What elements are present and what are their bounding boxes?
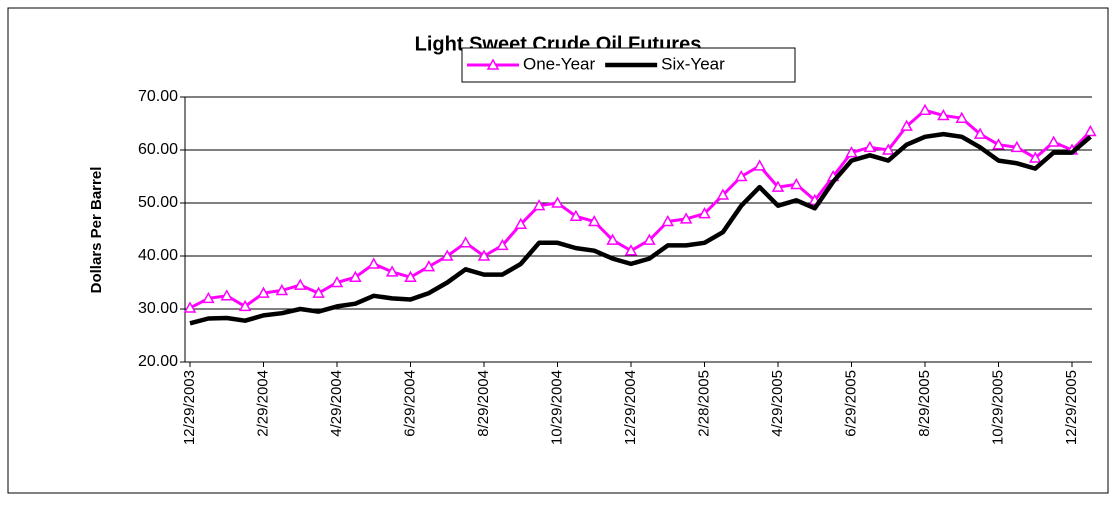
data-point (1084, 124, 1097, 137)
x-tick-label: 4/29/2005 (769, 370, 786, 437)
data-point (753, 159, 766, 171)
data-point (734, 169, 748, 182)
x-tick-label: 2/29/2004 (254, 370, 271, 437)
x-tick-label: 8/29/2004 (475, 370, 492, 437)
data-point (973, 127, 987, 139)
data-point (1010, 140, 1024, 153)
data-point (202, 291, 215, 304)
data-point (496, 238, 509, 251)
x-tick-label: 10/29/2005 (989, 370, 1006, 445)
data-point (1028, 151, 1042, 163)
plot-area (185, 97, 1092, 362)
x-tick-label: 12/29/2004 (622, 370, 639, 445)
x-tick-label: 10/29/2004 (548, 370, 565, 445)
data-point (955, 111, 969, 123)
y-tick-label: 40.00 (138, 247, 178, 264)
data-point (293, 278, 307, 290)
data-point (587, 215, 601, 227)
x-tick-label: 4/29/2004 (328, 370, 345, 437)
data-point (661, 215, 675, 227)
data-point (440, 249, 454, 261)
data-point (385, 265, 399, 277)
data-point (698, 207, 711, 219)
data-point (790, 177, 803, 190)
data-point (257, 286, 270, 298)
data-point (477, 249, 491, 261)
data-point (459, 236, 472, 248)
y-tick-label: 70.00 (138, 88, 178, 105)
data-point (312, 286, 325, 298)
y-tick-label: 20.00 (138, 353, 178, 370)
data-point (992, 138, 1005, 150)
x-tick-label: 6/29/2004 (401, 370, 418, 437)
legend-marker (486, 58, 500, 70)
data-point (532, 199, 546, 211)
y-tick-label: 30.00 (138, 300, 178, 317)
data-point (367, 257, 381, 269)
legend-label: One-Year (523, 54, 595, 73)
data-point (771, 180, 785, 192)
data-point (606, 233, 619, 245)
y-tick-label: 60.00 (138, 141, 178, 158)
data-point (643, 233, 656, 245)
data-point (422, 260, 436, 272)
data-point (918, 103, 932, 115)
x-tick-label: 2/28/2005 (695, 370, 712, 437)
data-point (845, 146, 858, 158)
data-point (1047, 135, 1060, 147)
x-tick-label: 8/29/2005 (916, 370, 933, 437)
data-point (183, 301, 197, 313)
data-point (881, 143, 895, 155)
data-point (551, 196, 564, 208)
data-point (330, 275, 344, 288)
data-point (349, 270, 362, 282)
legend-label: Six-Year (661, 54, 725, 73)
data-point (404, 270, 417, 282)
data-point (514, 217, 528, 229)
y-tick-label: 50.00 (138, 194, 178, 211)
data-point (937, 109, 950, 121)
data-point (238, 299, 252, 312)
data-point (863, 140, 877, 153)
x-tick-label: 6/29/2005 (842, 370, 859, 437)
x-tick-label: 12/29/2003 (181, 370, 198, 445)
data-point (716, 188, 730, 200)
data-point (679, 212, 693, 224)
data-point (275, 283, 289, 296)
y-axis-label: Dollars Per Barrel (88, 167, 105, 294)
data-point (624, 244, 638, 256)
data-point (569, 209, 583, 221)
series-line (189, 131, 1092, 326)
data-point (900, 119, 913, 131)
x-tick-label: 12/29/2005 (1063, 370, 1080, 445)
data-point (220, 289, 234, 301)
